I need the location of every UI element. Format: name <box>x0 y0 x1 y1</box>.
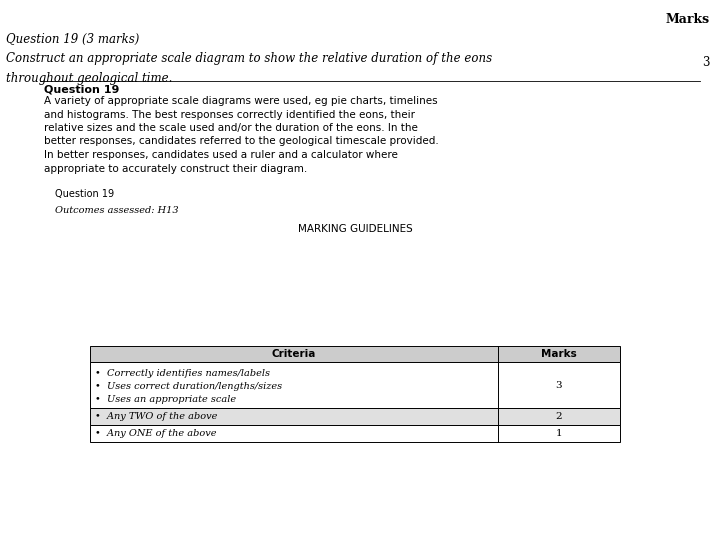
Text: and histograms. The best responses correctly identified the eons, their: and histograms. The best responses corre… <box>44 110 415 119</box>
Text: Marks: Marks <box>666 13 710 26</box>
Text: 3: 3 <box>556 381 562 389</box>
Bar <box>90 362 620 408</box>
Text: •  Uses an appropriate scale: • Uses an appropriate scale <box>95 395 236 404</box>
Text: In better responses, candidates used a ruler and a calculator where: In better responses, candidates used a r… <box>44 150 398 160</box>
Text: A variety of appropriate scale diagrams were used, eg pie charts, timelines: A variety of appropriate scale diagrams … <box>44 96 438 106</box>
Text: relative sizes and the scale used and/or the duration of the eons. In the: relative sizes and the scale used and/or… <box>44 123 418 133</box>
Text: 2: 2 <box>556 412 562 421</box>
Text: •  Any TWO of the above: • Any TWO of the above <box>95 412 217 421</box>
Text: Criteria: Criteria <box>272 349 316 359</box>
Text: better responses, candidates referred to the geological timescale provided.: better responses, candidates referred to… <box>44 137 438 146</box>
Text: Construct an appropriate scale diagram to show the relative duration of the eons: Construct an appropriate scale diagram t… <box>6 52 492 85</box>
Text: Question 19: Question 19 <box>55 189 114 199</box>
Text: Question 19: Question 19 <box>44 84 120 94</box>
Text: appropriate to accurately construct their diagram.: appropriate to accurately construct thei… <box>44 164 307 173</box>
Text: Outcomes assessed: H13: Outcomes assessed: H13 <box>55 206 179 215</box>
Text: 3: 3 <box>703 56 710 69</box>
Bar <box>90 408 620 425</box>
Bar <box>90 346 620 362</box>
Text: 1: 1 <box>556 429 562 438</box>
Text: Marks: Marks <box>541 349 577 359</box>
Text: Question 19 (3 marks): Question 19 (3 marks) <box>6 33 140 46</box>
Text: •  Uses correct duration/lengths/sizes: • Uses correct duration/lengths/sizes <box>95 382 282 391</box>
Text: MARKING GUIDELINES: MARKING GUIDELINES <box>297 224 413 234</box>
Bar <box>90 425 620 442</box>
Text: •  Correctly identifies names/labels: • Correctly identifies names/labels <box>95 369 270 378</box>
Text: •  Any ONE of the above: • Any ONE of the above <box>95 429 217 438</box>
